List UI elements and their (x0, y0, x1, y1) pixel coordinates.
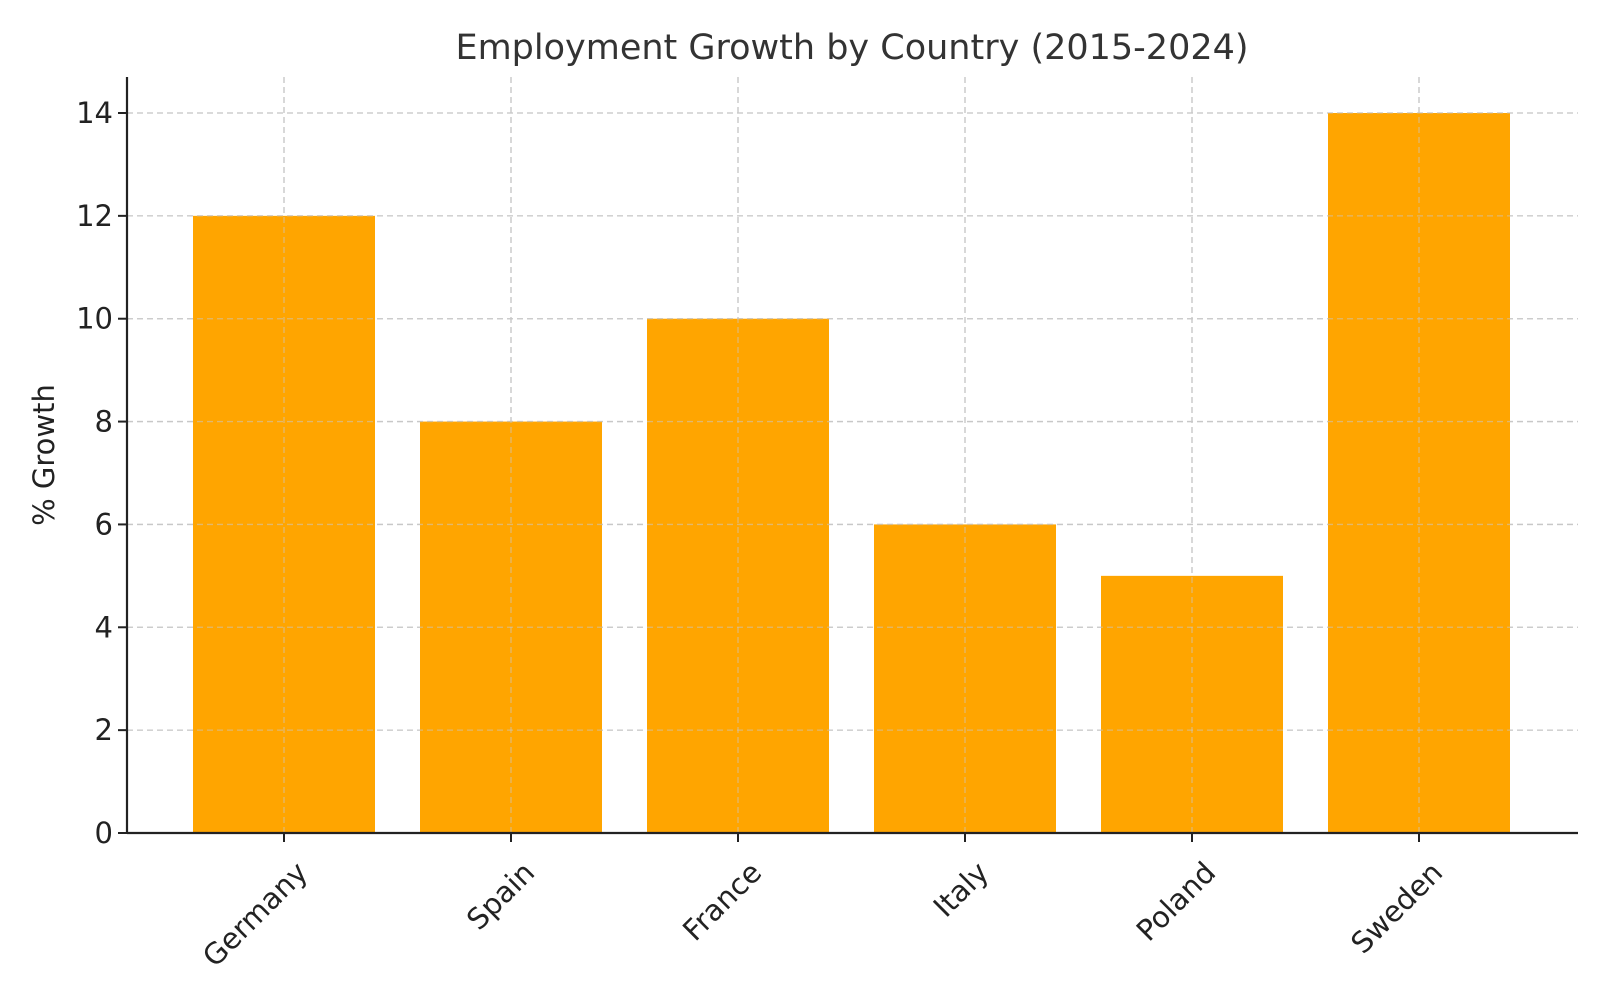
y-tick-label: 2 (95, 713, 113, 747)
y-tick-label: 8 (95, 405, 113, 439)
bar-france (647, 318, 829, 833)
bar-sweden (1328, 113, 1510, 833)
y-tick-label: 12 (76, 199, 113, 233)
bar-poland (1101, 575, 1283, 833)
y-tick-layer: 0 2 4 6 8 10 12 14 (76, 96, 127, 850)
axis-layer (125, 77, 1578, 835)
x-tick-label-france: France (676, 855, 768, 947)
y-tick-label: 14 (76, 96, 113, 130)
chart-title: Employment Growth by Country (2015-2024) (455, 28, 1248, 68)
bar-layer (193, 113, 1510, 833)
x-tick-label-spain: Spain (460, 855, 541, 936)
y-tick-label: 10 (76, 302, 113, 336)
y-tick-label: 6 (95, 507, 113, 541)
x-tick-label-sweden: Sweden (1344, 855, 1449, 960)
x-tick-layer: Germany Spain France Italy Poland Sweden (196, 833, 1449, 973)
x-tick-label-germany: Germany (196, 855, 314, 973)
y-tick-label: 0 (95, 816, 113, 850)
x-tick-label-poland: Poland (1130, 855, 1223, 948)
y-axis-label: % Growth (27, 384, 61, 526)
y-tick-label: 4 (95, 610, 113, 644)
x-tick-label-italy: Italy (927, 855, 996, 924)
